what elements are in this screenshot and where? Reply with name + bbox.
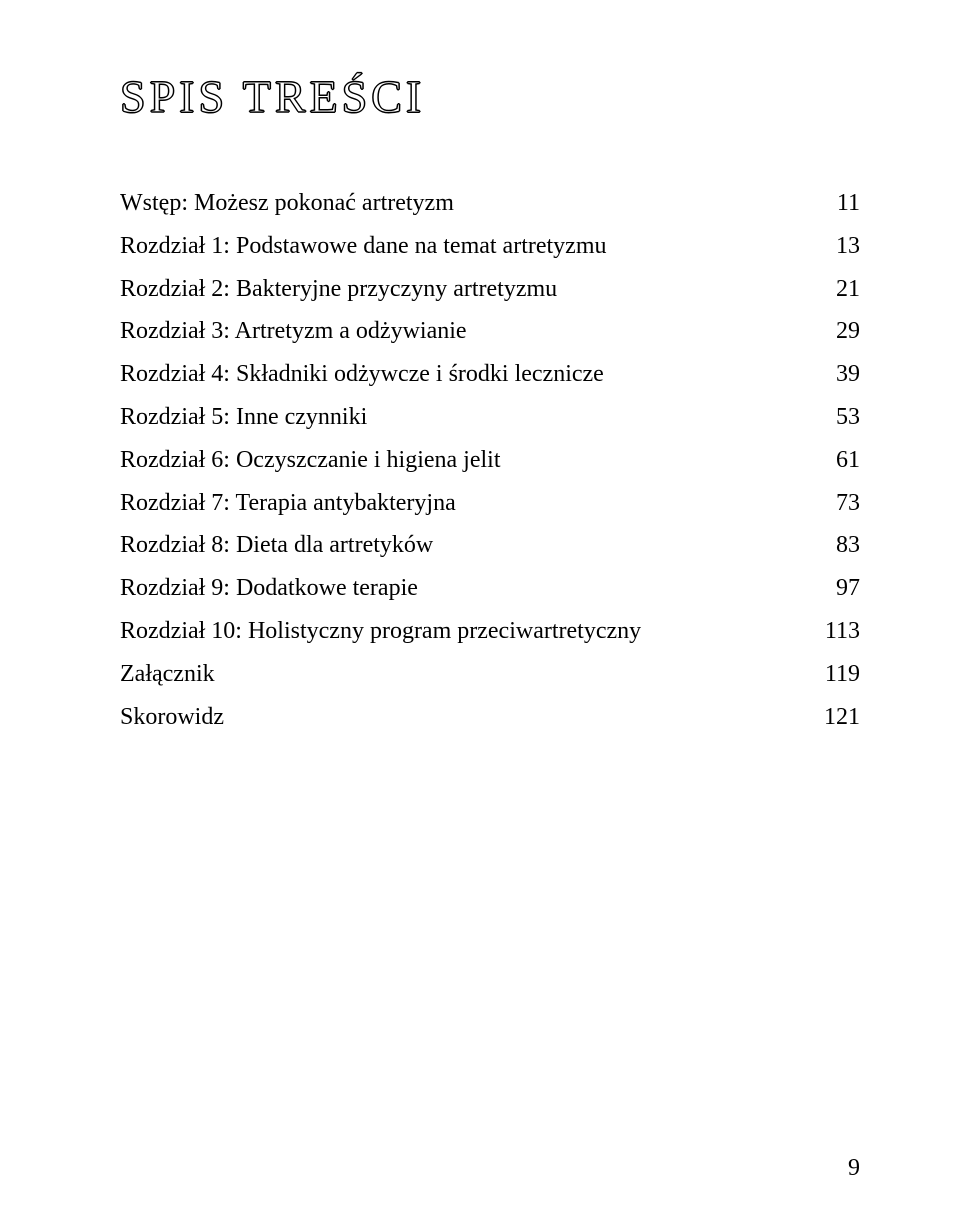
toc-entry: Rozdział 7: Terapia antybakteryjna 73 (120, 483, 860, 524)
toc-label: Rozdział 10: Holistyczny program przeciw… (120, 611, 641, 652)
toc-label: Rozdział 8: Dieta dla artretyków (120, 525, 433, 566)
page-number: 9 (848, 1155, 860, 1182)
toc-label: Rozdział 6: Oczyszczanie i higiena jelit (120, 440, 501, 481)
toc-page: 121 (820, 697, 860, 738)
toc-page: 83 (820, 525, 860, 566)
toc-label: Rozdział 7: Terapia antybakteryjna (120, 483, 456, 524)
toc-label: Rozdział 4: Składniki odżywcze i środki … (120, 354, 604, 395)
toc-entry: Rozdział 1: Podstawowe dane na temat art… (120, 226, 860, 267)
toc-entry: Wstęp: Możesz pokonać artretyzm 11 (120, 183, 860, 224)
toc-entry: Rozdział 8: Dieta dla artretyków 83 (120, 525, 860, 566)
page-title: SPIS TREŚCI (120, 70, 860, 123)
toc-entry: Skorowidz 121 (120, 697, 860, 738)
toc-page: 113 (820, 611, 860, 652)
toc-label: Rozdział 2: Bakteryjne przyczyny artrety… (120, 269, 557, 310)
toc-page: 119 (820, 654, 860, 695)
toc-entry: Załącznik 119 (120, 654, 860, 695)
toc-label: Rozdział 5: Inne czynniki (120, 397, 367, 438)
toc-label: Skorowidz (120, 697, 224, 738)
table-of-contents: Wstęp: Możesz pokonać artretyzm 11 Rozdz… (120, 183, 860, 737)
toc-entry: Rozdział 6: Oczyszczanie i higiena jelit… (120, 440, 860, 481)
toc-entry: Rozdział 3: Artretyzm a odżywianie 29 (120, 311, 860, 352)
toc-entry: Rozdział 2: Bakteryjne przyczyny artrety… (120, 269, 860, 310)
toc-page: 11 (820, 183, 860, 224)
toc-label: Rozdział 9: Dodatkowe terapie (120, 568, 418, 609)
toc-label: Rozdział 3: Artretyzm a odżywianie (120, 311, 467, 352)
toc-entry: Rozdział 5: Inne czynniki 53 (120, 397, 860, 438)
toc-page: 21 (820, 269, 860, 310)
toc-entry: Rozdział 4: Składniki odżywcze i środki … (120, 354, 860, 395)
toc-entry: Rozdział 10: Holistyczny program przeciw… (120, 611, 860, 652)
toc-page: 29 (820, 311, 860, 352)
toc-page: 53 (820, 397, 860, 438)
toc-entry: Rozdział 9: Dodatkowe terapie 97 (120, 568, 860, 609)
toc-page: 97 (820, 568, 860, 609)
toc-label: Załącznik (120, 654, 215, 695)
toc-label: Rozdział 1: Podstawowe dane na temat art… (120, 226, 607, 267)
toc-label: Wstęp: Możesz pokonać artretyzm (120, 183, 454, 224)
toc-page: 39 (820, 354, 860, 395)
toc-page: 61 (820, 440, 860, 481)
toc-page: 13 (820, 226, 860, 267)
toc-page: 73 (820, 483, 860, 524)
